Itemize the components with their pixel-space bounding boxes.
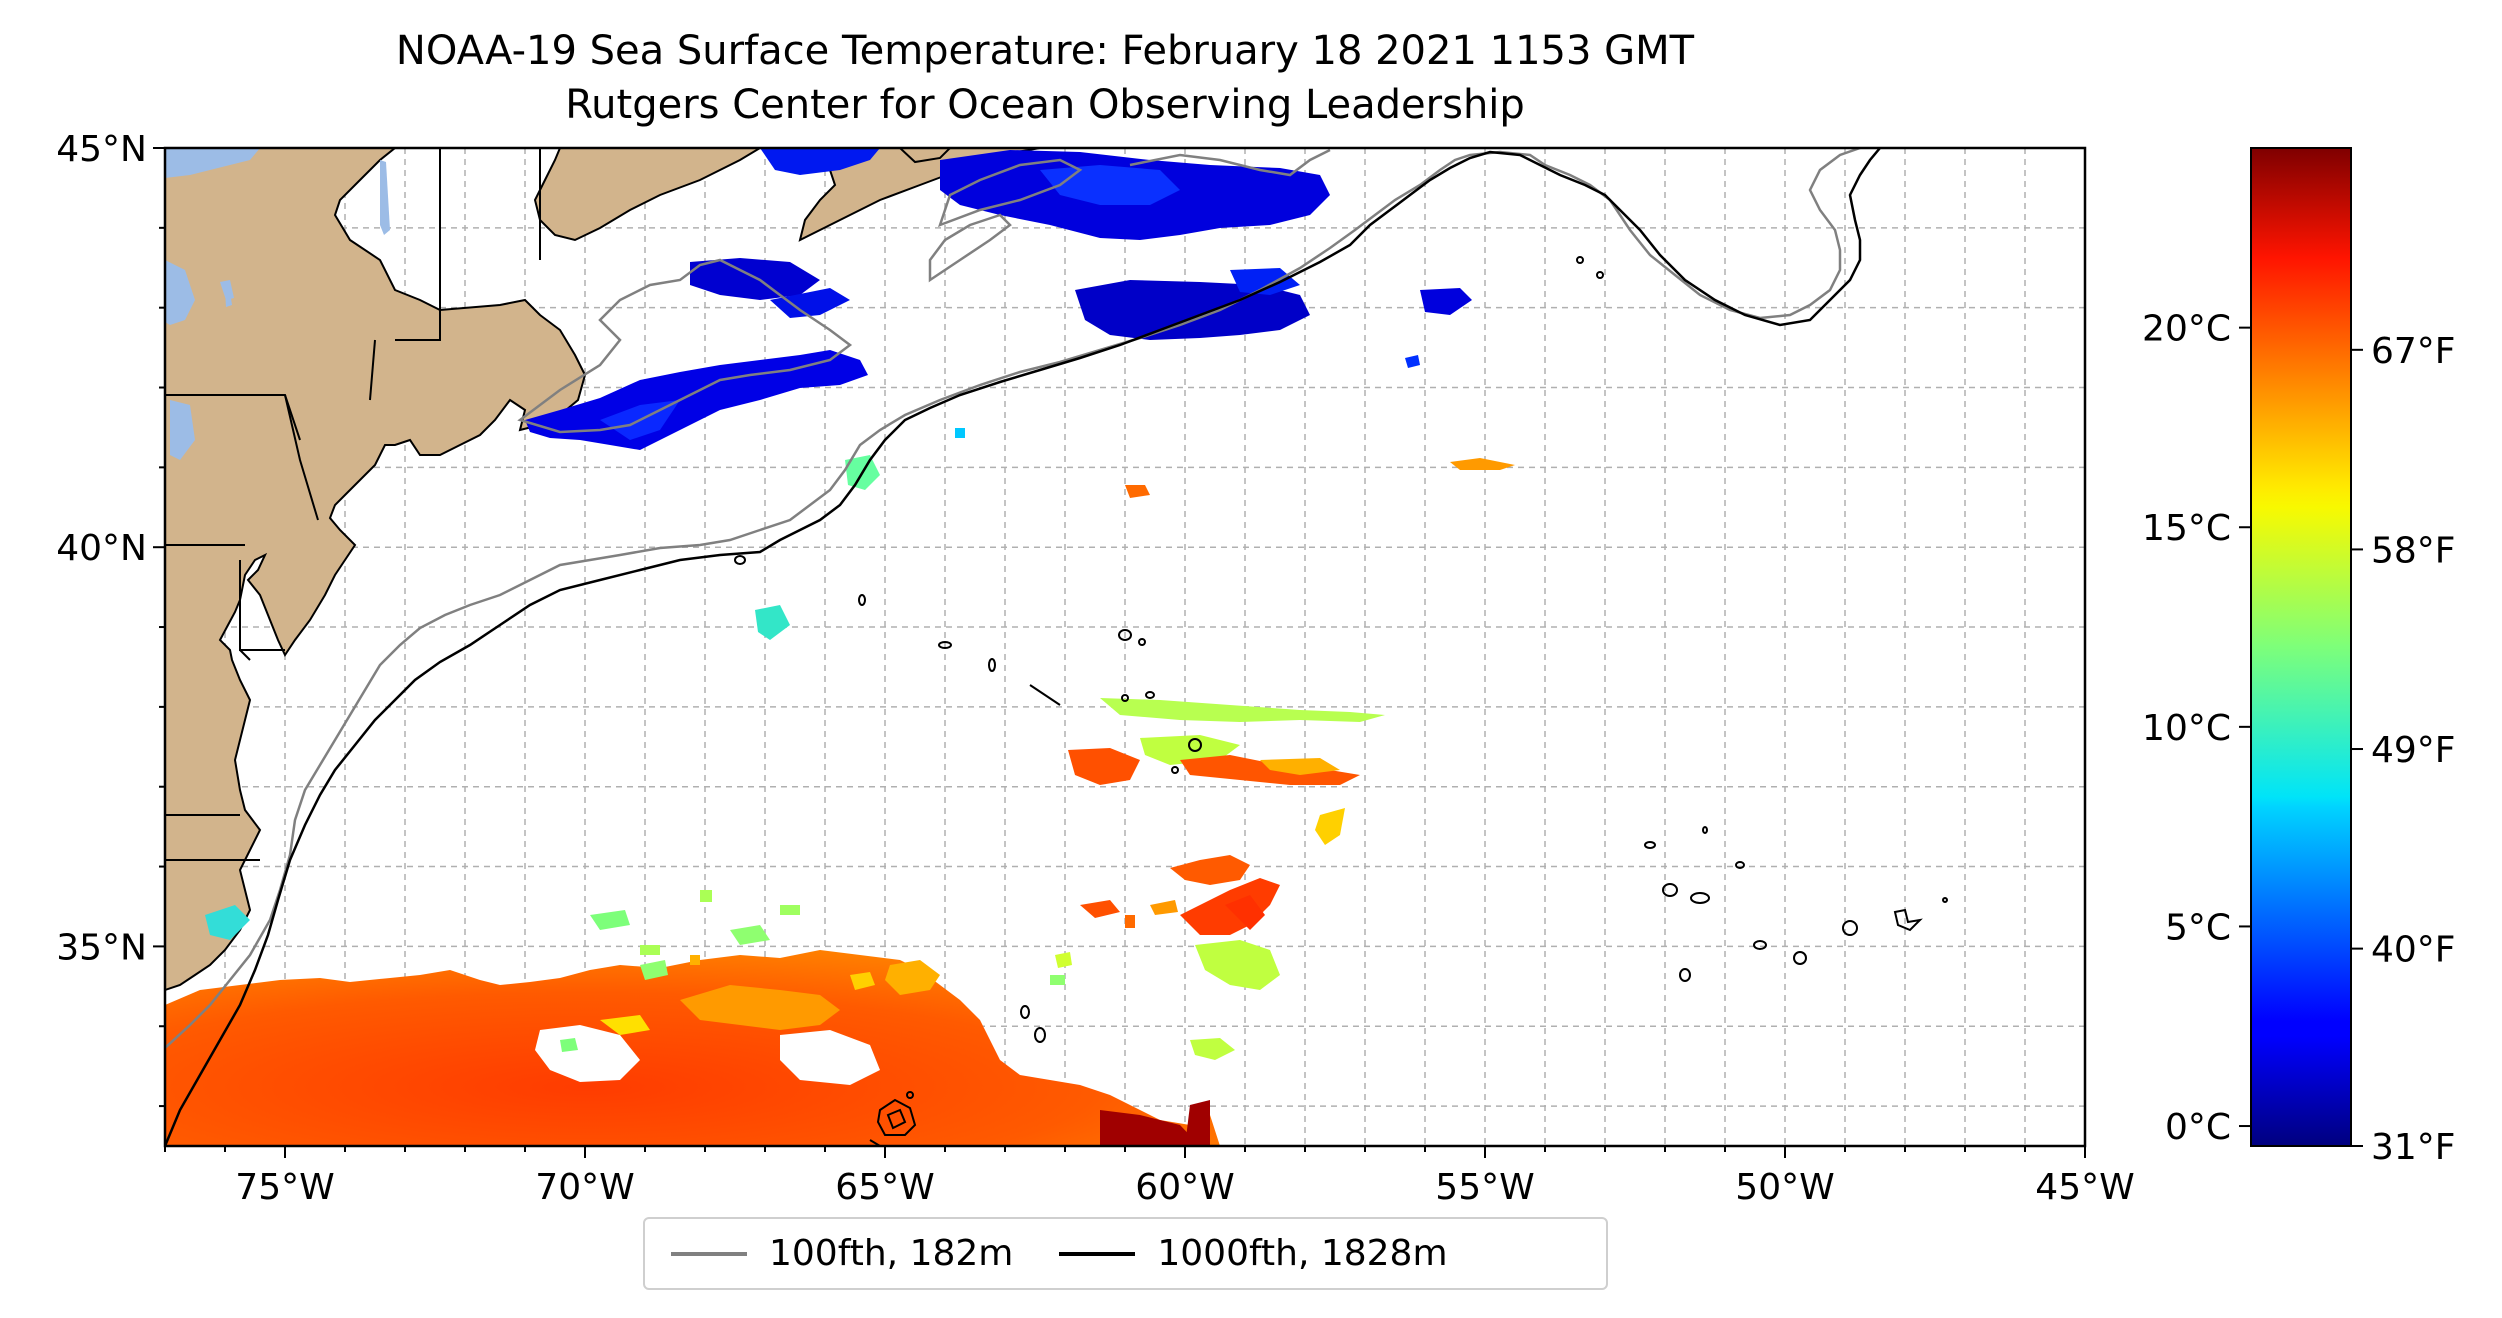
x-tick-label: 50°W (1735, 1167, 1834, 1208)
colorbar-celsius-label: 15°C (2142, 508, 2231, 549)
colorbar-celsius-label: 10°C (2142, 708, 2231, 749)
colorbar-celsius-label: 0°C (2165, 1107, 2231, 1148)
figure-subtitle: Rutgers Center for Ocean Observing Leade… (565, 82, 1525, 128)
y-tick-label: 45°N (56, 129, 147, 170)
sst-data (165, 148, 1515, 1146)
colorbar (2250, 147, 2352, 1147)
x-tick-label: 75°W (235, 1167, 334, 1208)
state-borders (165, 148, 541, 861)
isobath-100fth-banks (937, 148, 1331, 228)
x-tick-label: 65°W (835, 1167, 934, 1208)
legend-swatch-1000fth (1059, 1251, 1136, 1256)
x-tick-label: 55°W (1435, 1167, 1534, 1208)
colorbar-fahrenheit-label: 40°F (2371, 930, 2456, 971)
colorbar-fahrenheit-axis: 31°F 40°F 49°F 58°F 67°F (2351, 331, 2456, 1168)
isobath-1000fth (165, 148, 1881, 1146)
legend-item-100fth: 100fth, 182m (671, 1233, 1013, 1274)
x-axis: 75°W 70°W 65°W 60°W 55°W 50°W 45°W (164, 1146, 2135, 1208)
isobath-legend: 100fth, 182m 1000fth, 1828m (643, 1217, 1608, 1290)
pei-island (898, 148, 952, 164)
colorbar-fahrenheit-label: 58°F (2371, 530, 2456, 571)
isobath-100fth-gulf-of-maine (517, 258, 853, 434)
legend-label-1000fth: 1000fth, 1828m (1157, 1233, 1448, 1274)
legend-label-100fth: 100fth, 182m (769, 1233, 1014, 1274)
seamounts (734, 256, 1948, 1146)
colorbar-fahrenheit-label: 67°F (2371, 331, 2456, 372)
x-tick-label: 70°W (535, 1167, 634, 1208)
colorbar-celsius-label: 5°C (2165, 907, 2231, 948)
y-tick-label: 35°N (56, 927, 147, 968)
x-tick-label: 45°W (2035, 1167, 2134, 1208)
colorbar-fahrenheit-label: 31°F (2371, 1127, 2456, 1168)
new-brunswick-coast (533, 148, 762, 242)
colorbar-celsius-label: 20°C (2142, 309, 2231, 350)
figure-title: NOAA-19 Sea Surface Temperature: Februar… (395, 28, 1695, 74)
y-axis: 45°N 40°N 35°N (56, 129, 165, 1108)
map-content (165, 148, 2085, 1146)
isobath-100fth (165, 148, 1861, 1049)
land-mass (165, 148, 587, 992)
colorbar-fahrenheit-label: 49°F (2371, 730, 2456, 771)
y-tick-label: 40°N (56, 528, 147, 569)
colorbar-celsius-axis: 0°C 5°C 10°C 15°C 20°C (2142, 309, 2251, 1148)
lakes (165, 148, 390, 460)
legend-swatch-100fth (671, 1251, 747, 1256)
legend-item-1000fth: 1000fth, 1828m (1059, 1233, 1448, 1274)
gridlines (165, 148, 2085, 1146)
isobath-100fth-sable (928, 213, 1012, 283)
x-tick-label: 60°W (1135, 1167, 1234, 1208)
